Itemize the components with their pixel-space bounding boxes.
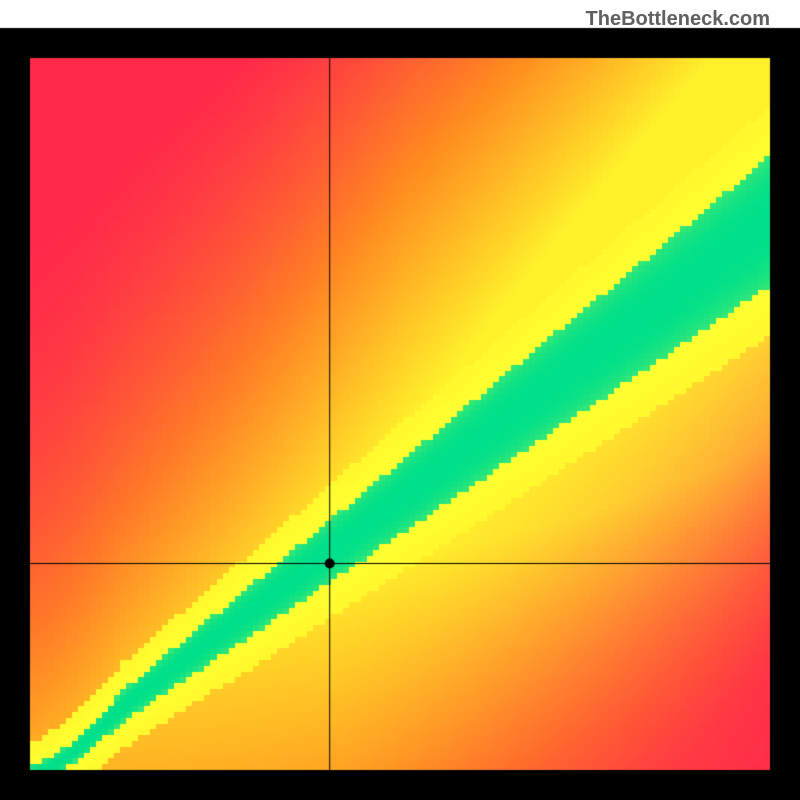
heatmap-canvas bbox=[0, 0, 800, 800]
watermark-text: TheBottleneck.com bbox=[586, 8, 770, 31]
chart-container: TheBottleneck.com bbox=[0, 0, 800, 800]
